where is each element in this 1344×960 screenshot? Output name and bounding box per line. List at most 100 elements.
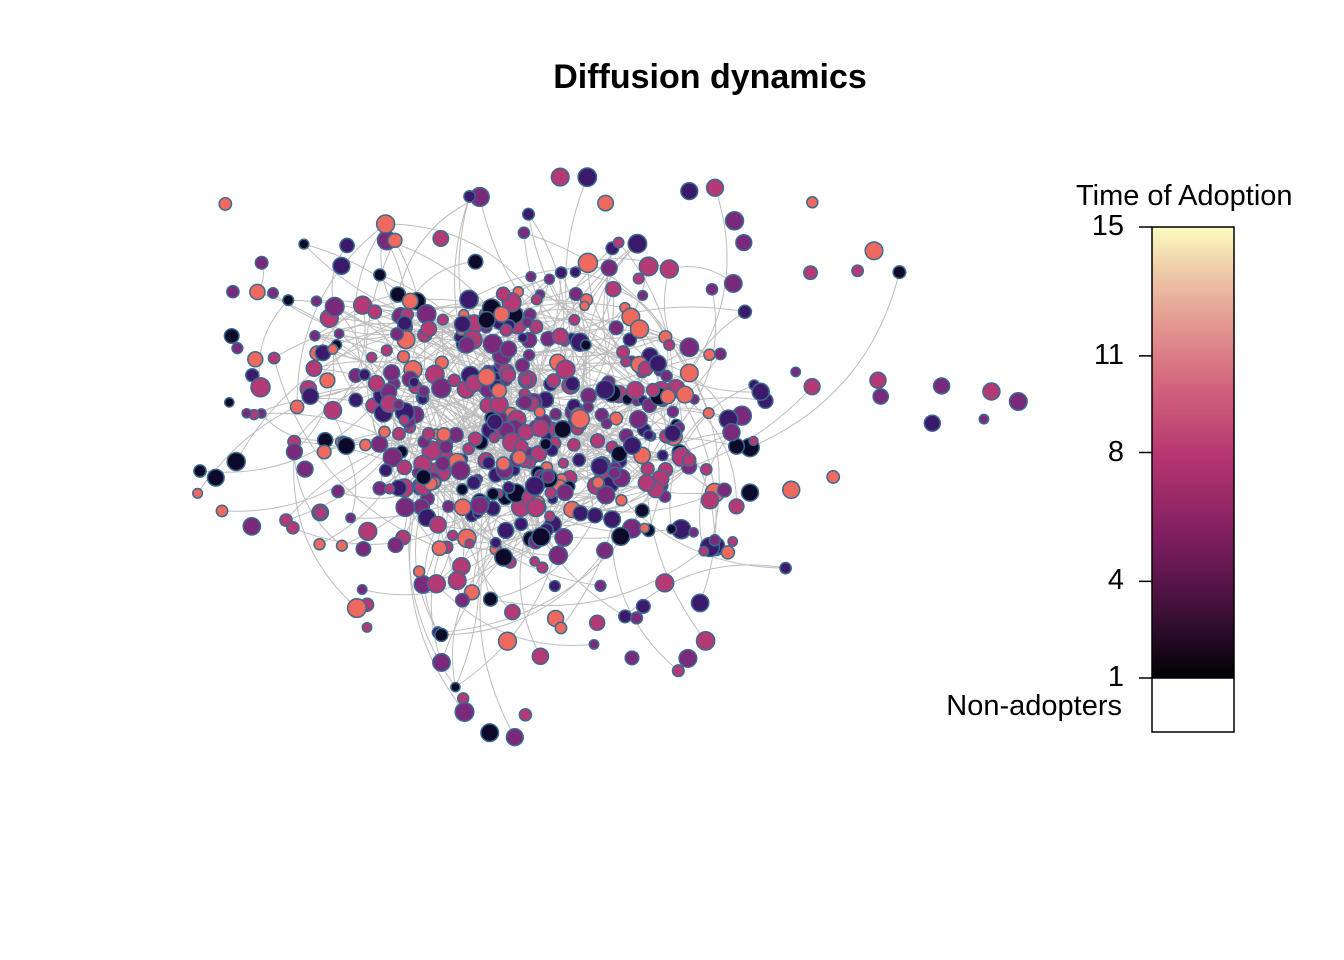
network-node <box>723 274 743 293</box>
network-node <box>390 327 405 341</box>
network-node <box>556 483 574 502</box>
network-node <box>502 481 516 495</box>
network-node <box>466 475 482 491</box>
network-node <box>517 332 529 344</box>
network-node <box>610 445 628 463</box>
network-node <box>615 494 628 507</box>
legend-colorbar <box>1151 226 1235 679</box>
network-edge <box>452 548 497 688</box>
network-node <box>453 498 472 517</box>
network-node <box>806 196 819 209</box>
network-edge <box>441 550 606 636</box>
network-edge <box>490 539 716 607</box>
network-node <box>588 638 600 650</box>
network-node <box>543 273 556 285</box>
network-node <box>226 284 240 299</box>
network-node <box>395 497 416 518</box>
network-edge <box>749 272 900 448</box>
network-edge <box>586 339 631 516</box>
network-node <box>421 426 436 441</box>
network-node <box>249 283 266 301</box>
network-node <box>577 167 598 188</box>
network-node <box>382 447 403 468</box>
network-node <box>609 411 624 426</box>
network-node <box>314 506 328 521</box>
network-node <box>618 609 633 624</box>
network-node <box>401 292 419 310</box>
network-node <box>748 435 759 447</box>
network-node <box>223 397 235 408</box>
network-node <box>296 460 314 478</box>
network-node <box>679 337 700 358</box>
network-node <box>695 631 716 651</box>
network-node <box>548 545 569 566</box>
network-node <box>663 338 676 352</box>
network-node <box>267 287 279 299</box>
network-node <box>289 399 305 415</box>
network-node <box>352 295 373 315</box>
network-node <box>436 427 452 442</box>
network-edge <box>564 466 690 499</box>
network-node <box>316 444 332 460</box>
network-node <box>366 351 378 363</box>
network-node <box>396 349 411 364</box>
network-node <box>432 230 450 247</box>
network-node <box>637 289 649 301</box>
network-node <box>477 367 497 387</box>
network-node <box>588 614 606 632</box>
network-node <box>708 534 722 547</box>
network-edge <box>332 317 575 411</box>
network-edge <box>665 336 720 545</box>
network-node <box>206 468 225 487</box>
network-node <box>447 571 467 591</box>
network-node <box>681 452 697 468</box>
network-node <box>467 431 483 447</box>
network-node <box>569 408 591 430</box>
network-node <box>482 591 499 607</box>
network-node <box>458 336 476 354</box>
network-node <box>324 296 345 317</box>
network-node <box>740 483 760 502</box>
network-node <box>486 413 504 431</box>
network-node <box>431 540 448 557</box>
network-node <box>779 561 792 575</box>
network-node <box>530 293 543 306</box>
network-node <box>564 376 581 392</box>
network-node <box>396 459 413 476</box>
network-node <box>497 521 515 540</box>
network-node <box>450 681 461 693</box>
network-node <box>392 426 406 441</box>
network-node <box>378 463 393 478</box>
network-node <box>531 647 550 666</box>
network-node <box>463 189 477 203</box>
network-edge <box>403 419 497 544</box>
network-node <box>515 357 530 373</box>
network-node <box>408 376 420 388</box>
network-node <box>595 379 616 400</box>
network-node <box>546 373 562 389</box>
network-edge <box>519 502 541 657</box>
network-node <box>705 178 725 197</box>
network-node <box>554 527 574 547</box>
network-node <box>612 236 625 249</box>
network-node <box>529 556 540 567</box>
network-node <box>626 380 645 400</box>
network-node <box>434 627 449 643</box>
network-node <box>637 473 656 492</box>
network-node <box>267 351 281 365</box>
network-node <box>392 398 405 411</box>
network-node <box>554 266 568 279</box>
network-node <box>713 347 727 361</box>
network-node <box>464 538 475 549</box>
network-node <box>629 611 644 625</box>
network-node <box>367 374 386 393</box>
network-node <box>327 343 339 355</box>
legend-tick-label: 11 <box>1093 338 1124 371</box>
network-node <box>531 526 551 547</box>
network-node <box>215 504 229 518</box>
network-node <box>323 400 343 420</box>
network-node <box>383 364 401 382</box>
network-node <box>480 723 500 743</box>
network-node <box>864 241 884 261</box>
network-node <box>310 295 323 307</box>
